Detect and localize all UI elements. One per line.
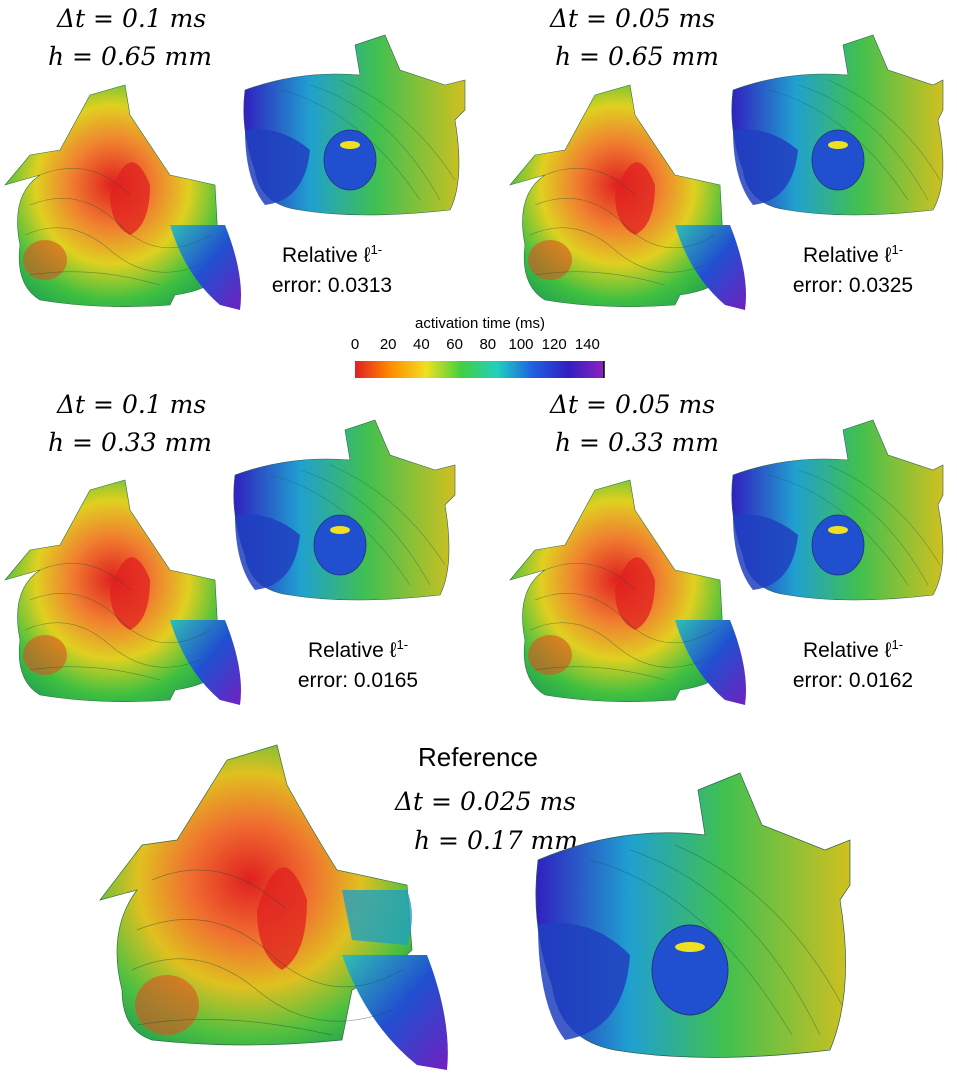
panel-1-error: Relative ℓ1- error: 0.0313 [252,235,412,301]
panel-1-dt: Δt = 0.1 ms [57,4,207,33]
reference-dt: Δt = 0.025 ms [395,787,576,816]
panel-4-h: h = 0.33 mm [555,428,719,457]
colorbar-title: activation time (ms) [414,315,546,332]
panel-3-error-exp: 1- [396,637,409,652]
colorbar-tick-label: 60 [446,336,463,353]
panel-3-error-value: error: 0.0165 [297,669,419,692]
colorbar-tick-label: 80 [479,336,497,353]
panel-2-error-value: error: 0.0325 [792,274,914,297]
panel-2-error: Relative ℓ1- error: 0.0325 [773,235,933,301]
panel-4-error-label: Relative ℓ [802,639,892,662]
panel-3-back-heart [233,419,456,601]
reference-front-heart [99,744,448,1070]
panel-4-error-value: error: 0.0162 [792,669,914,692]
panel-2-dt: Δt = 0.05 ms [550,4,716,33]
colorbar-tick-label: 40 [413,336,430,353]
panel-2-error-label: Relative ℓ [802,244,892,267]
panel-1-front-heart [4,84,241,310]
colorbar-tick-label: 140 [574,336,600,353]
panel-4-error-exp: 1- [891,637,904,652]
panel-1-h: h = 0.65 mm [48,42,212,71]
panel-3-front-heart [4,479,241,705]
panel-2-h: h = 0.65 mm [555,42,719,71]
colorbar-tick-label: 120 [541,336,567,353]
panel-4-dt: Δt = 0.05 ms [550,390,716,419]
reference-back-heart [535,772,851,1058]
panel-3-dt: Δt = 0.1 ms [57,390,207,419]
panel-1-back-heart [243,34,466,216]
panel-4-back-heart [731,419,944,601]
panel-4-error: Relative ℓ1- error: 0.0162 [773,630,933,696]
panel-2-error-exp: 1- [891,242,904,257]
panel-3-error: Relative ℓ1- error: 0.0165 [278,630,438,696]
reference-h: h = 0.17 mm [414,826,578,855]
colorbar-tick-label: 100 [508,336,534,353]
colorbar [355,361,605,378]
colorbar-tick-label: 0 [350,336,360,353]
reference-title: Reference [418,742,538,772]
panel-4-front-heart [509,479,746,705]
panel-2-back-heart [731,34,944,216]
panel-3-h: h = 0.33 mm [48,428,212,457]
panel-1-error-exp: 1- [370,242,383,257]
panel-1-error-value: error: 0.0313 [271,274,393,297]
panel-1-error-label: Relative ℓ [281,244,371,267]
colorbar-tick-label: 20 [379,336,397,353]
panel-2-front-heart [509,84,746,310]
panel-3-error-label: Relative ℓ [307,639,397,662]
